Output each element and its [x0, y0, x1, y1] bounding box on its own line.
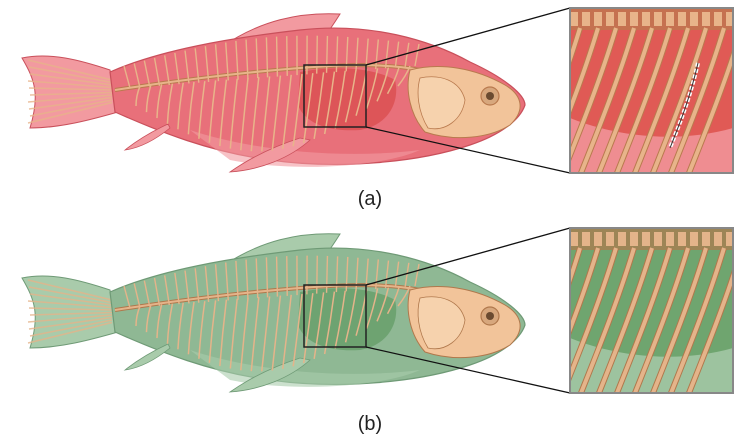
tail-fin	[21, 275, 119, 349]
caption-b: (b)	[358, 413, 382, 435]
selection-box-a	[303, 64, 367, 128]
tail-fin	[21, 55, 119, 129]
leader-line-a-bottom	[365, 126, 571, 174]
zoom-inset-a	[570, 8, 733, 173]
zoom-frame-b	[569, 227, 734, 394]
zoom-frame-a	[569, 7, 734, 174]
fish-render-a	[21, 13, 526, 173]
selection-box-b	[303, 284, 367, 348]
fish-render-b	[21, 233, 526, 393]
panel-b: (b)	[21, 227, 734, 435]
leader-line-a-top	[365, 7, 571, 66]
panel-a: (a)	[21, 7, 734, 210]
leader-line-b-bottom	[365, 346, 571, 394]
leader-line-b-top	[365, 227, 571, 286]
caption-a: (a)	[358, 188, 382, 210]
zoom-inset-b	[570, 228, 733, 393]
